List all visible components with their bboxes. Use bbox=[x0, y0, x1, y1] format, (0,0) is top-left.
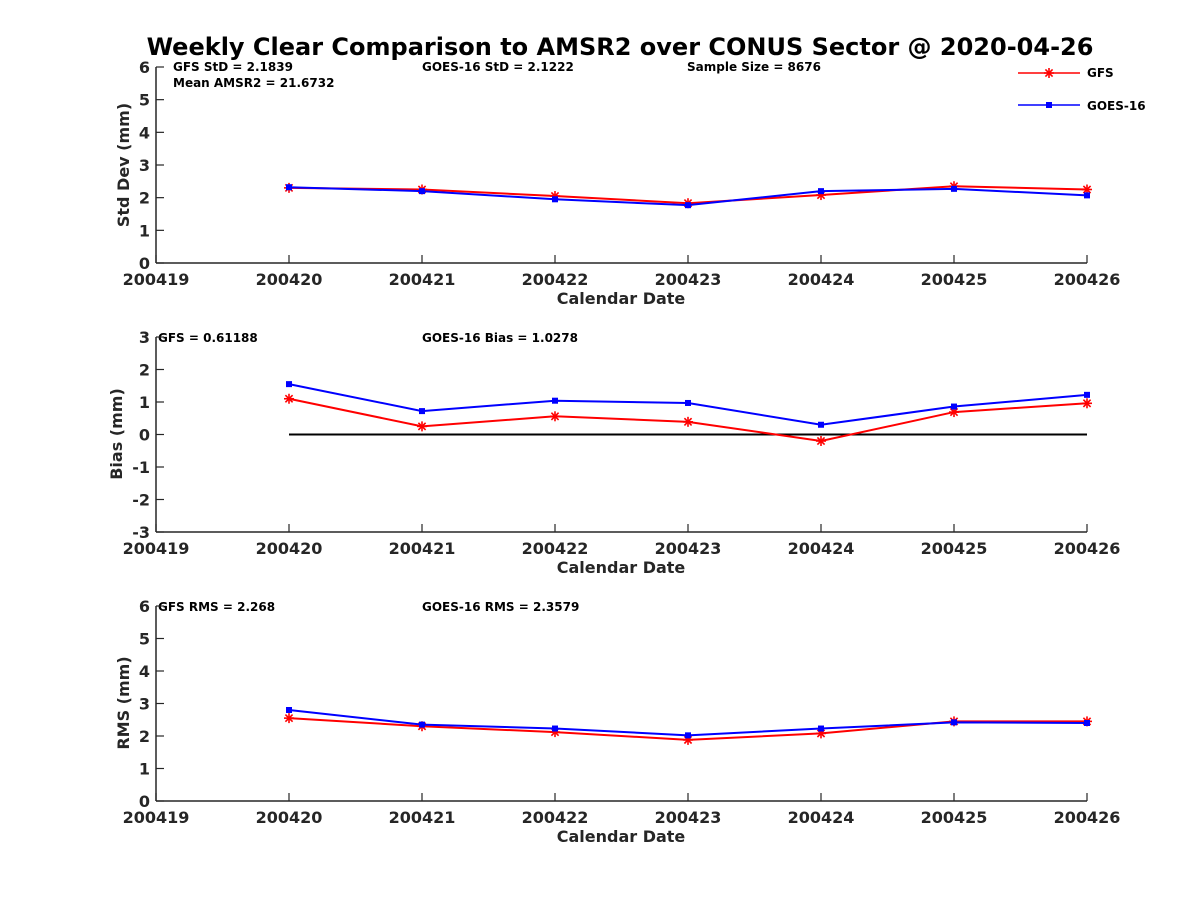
legend-goes16-label: GOES-16 bbox=[1087, 99, 1146, 113]
gfs-rms-annotation: GFS RMS = 2.268 bbox=[158, 600, 275, 614]
y-tick-label: 6 bbox=[139, 58, 150, 77]
data-point-goes16 bbox=[419, 721, 425, 728]
data-point-gfs bbox=[284, 393, 294, 404]
data-point-gfs bbox=[816, 436, 826, 446]
data-point-goes16 bbox=[818, 188, 824, 195]
x-tick-label: 200425 bbox=[921, 270, 988, 289]
y-tick-label: -1 bbox=[132, 458, 150, 477]
y-tick-label: 2 bbox=[139, 727, 150, 746]
x-tick-label: 200421 bbox=[389, 539, 456, 558]
x-tick-label: 200425 bbox=[921, 808, 988, 827]
data-point-goes16 bbox=[685, 202, 691, 209]
x-tick-label: 200420 bbox=[256, 808, 323, 827]
data-point-goes16 bbox=[419, 408, 425, 415]
y-tick-label: 1 bbox=[139, 393, 150, 412]
goes16-rms-annotation: GOES-16 RMS = 2.3579 bbox=[422, 600, 579, 614]
data-point-gfs bbox=[550, 411, 560, 422]
x-tick-label: 200419 bbox=[123, 808, 190, 827]
data-point-goes16 bbox=[1084, 391, 1090, 398]
sample-size-annotation: Sample Size = 8676 bbox=[687, 60, 821, 74]
x-tick-label: 200426 bbox=[1054, 270, 1121, 289]
x-tick-label: 200424 bbox=[788, 539, 855, 558]
data-point-goes16 bbox=[419, 188, 425, 195]
x-tick-label: 200423 bbox=[655, 539, 722, 558]
series-line-goes16 bbox=[288, 709, 1088, 737]
x-tick-label: 200424 bbox=[788, 270, 855, 289]
y-axis-label: Std Dev (mm) bbox=[114, 103, 133, 227]
y-tick-label: 0 bbox=[139, 426, 150, 445]
data-point-goes16 bbox=[552, 397, 558, 404]
x-tick-label: 200420 bbox=[256, 539, 323, 558]
y-tick-label: -3 bbox=[132, 523, 150, 542]
x-tick-label: 200423 bbox=[655, 808, 722, 827]
x-tick-label: 200420 bbox=[256, 270, 323, 289]
x-tick-label: 200422 bbox=[522, 808, 589, 827]
data-point-goes16 bbox=[951, 719, 957, 726]
data-point-gfs bbox=[1082, 184, 1092, 195]
x-tick-label: 200422 bbox=[522, 270, 589, 289]
x-axis-label: Calendar Date bbox=[557, 827, 686, 846]
data-point-goes16 bbox=[818, 421, 824, 428]
data-point-goes16 bbox=[951, 403, 957, 410]
x-tick-label: 200421 bbox=[389, 808, 456, 827]
x-tick-label: 200422 bbox=[522, 539, 589, 558]
data-point-gfs bbox=[683, 416, 693, 427]
chart-title: Weekly Clear Comparison to AMSR2 over CO… bbox=[147, 33, 1094, 61]
gfs-bias-annotation: GFS = 0.61188 bbox=[158, 331, 258, 345]
x-axis-label: Calendar Date bbox=[557, 558, 686, 577]
data-point-goes16 bbox=[1084, 192, 1090, 199]
x-tick-label: 200423 bbox=[655, 270, 722, 289]
y-tick-label: 2 bbox=[139, 189, 150, 208]
goes16-bias-annotation: GOES-16 Bias = 1.0278 bbox=[422, 331, 578, 345]
data-point-gfs bbox=[284, 713, 294, 724]
legend-gfs-label: GFS bbox=[1087, 66, 1114, 80]
x-tick-label: 200426 bbox=[1054, 539, 1121, 558]
data-point-goes16 bbox=[286, 184, 292, 191]
x-tick-label: 200424 bbox=[788, 808, 855, 827]
y-tick-label: 2 bbox=[139, 361, 150, 380]
x-tick-label: 200425 bbox=[921, 539, 988, 558]
y-tick-label: 5 bbox=[139, 630, 150, 649]
legend-gfs-marker bbox=[1044, 68, 1054, 78]
bias-panel: GFS = 0.61188 GOES-16 Bias = 1.0278 Cale… bbox=[107, 328, 1120, 577]
data-point-goes16 bbox=[951, 185, 957, 192]
y-axis-label: Bias (mm) bbox=[107, 388, 126, 480]
x-tick-label: 200421 bbox=[389, 270, 456, 289]
data-point-goes16 bbox=[552, 725, 558, 732]
data-point-gfs bbox=[1082, 398, 1092, 409]
y-tick-label: 4 bbox=[139, 662, 150, 681]
data-point-goes16 bbox=[286, 707, 292, 713]
y-tick-label: 3 bbox=[139, 328, 150, 347]
data-point-goes16 bbox=[685, 732, 691, 739]
y-axis-label: RMS (mm) bbox=[114, 656, 133, 749]
goes16-std-annotation: GOES-16 StD = 2.1222 bbox=[422, 60, 574, 74]
data-point-goes16 bbox=[552, 196, 558, 203]
x-tick-label: 200426 bbox=[1054, 808, 1121, 827]
x-axis-label: Calendar Date bbox=[557, 289, 686, 308]
std-dev-panel: GFS StD = 2.1839 Mean AMSR2 = 21.6732 GO… bbox=[114, 58, 1120, 308]
y-tick-label: 6 bbox=[139, 597, 150, 616]
y-tick-label: 3 bbox=[139, 695, 150, 714]
y-tick-label: 1 bbox=[139, 221, 150, 240]
mean-amsr2-annotation: Mean AMSR2 = 21.6732 bbox=[173, 76, 334, 90]
data-point-goes16 bbox=[286, 381, 292, 388]
rms-panel: GFS RMS = 2.268 GOES-16 RMS = 2.3579 Cal… bbox=[114, 597, 1120, 846]
y-tick-label: 4 bbox=[139, 123, 150, 142]
y-tick-label: 0 bbox=[139, 792, 150, 811]
y-tick-label: -2 bbox=[132, 491, 150, 510]
y-tick-label: 0 bbox=[139, 254, 150, 273]
legend-goes16-marker bbox=[1046, 102, 1052, 108]
x-tick-label: 200419 bbox=[123, 270, 190, 289]
data-point-goes16 bbox=[685, 399, 691, 406]
data-point-goes16 bbox=[1084, 720, 1090, 726]
x-tick-label: 200419 bbox=[123, 539, 190, 558]
legend: GFS GOES-16 bbox=[1018, 66, 1146, 113]
gfs-std-annotation: GFS StD = 2.1839 bbox=[173, 60, 293, 74]
y-tick-label: 5 bbox=[139, 91, 150, 110]
y-tick-label: 3 bbox=[139, 156, 150, 175]
data-point-gfs bbox=[417, 421, 427, 432]
y-tick-label: 1 bbox=[139, 760, 150, 779]
data-point-goes16 bbox=[818, 725, 824, 732]
